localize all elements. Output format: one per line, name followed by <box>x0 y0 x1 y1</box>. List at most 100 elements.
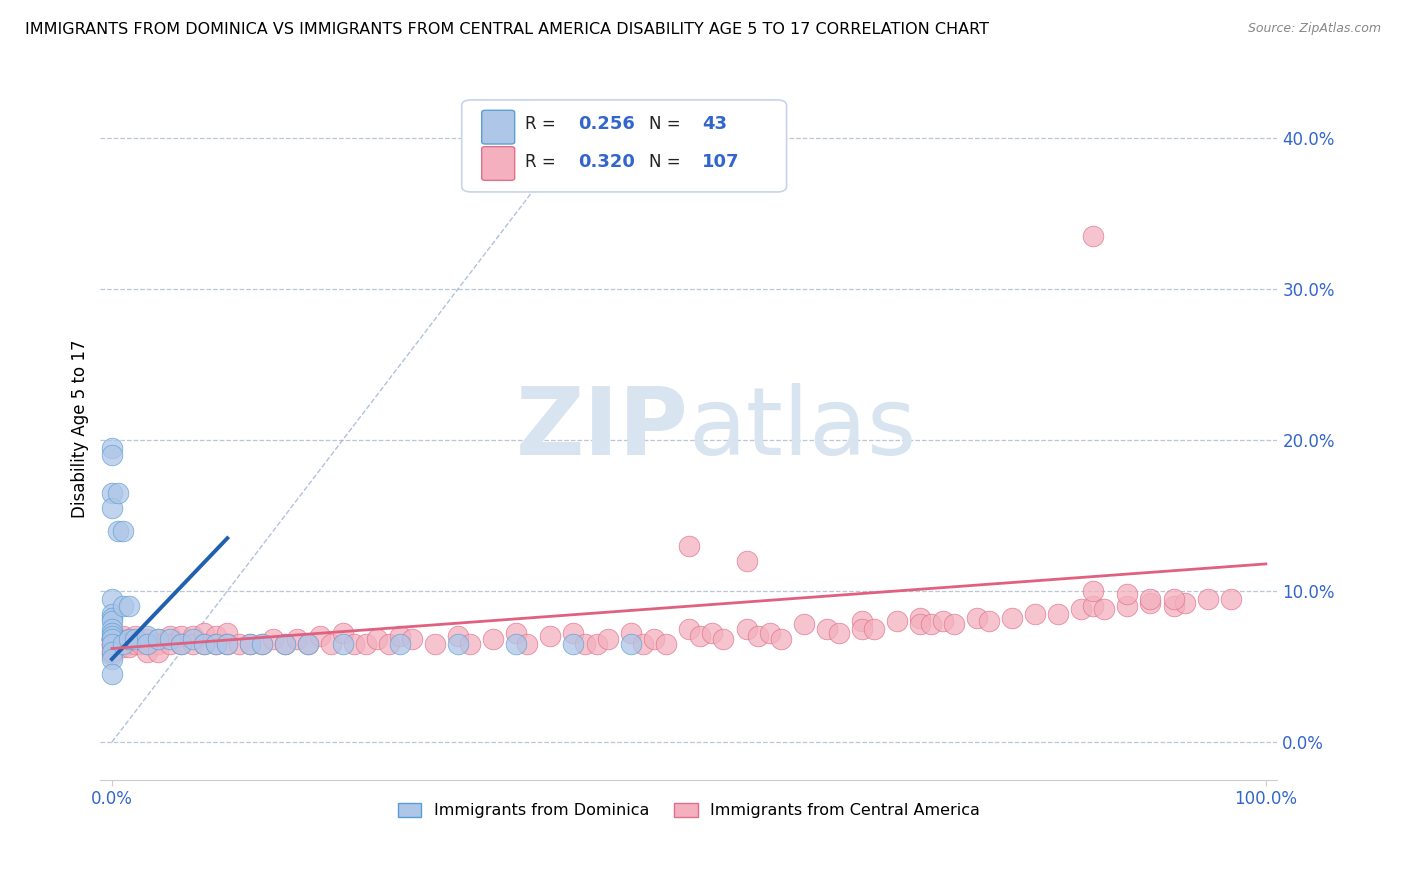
Text: 107: 107 <box>702 153 740 171</box>
Point <box>1116 599 1139 614</box>
Point <box>966 611 988 625</box>
Point <box>193 637 215 651</box>
Point <box>217 637 239 651</box>
Point <box>1081 229 1104 244</box>
Point <box>250 637 273 651</box>
Point <box>631 637 654 651</box>
Point <box>124 637 146 651</box>
Point <box>598 632 620 647</box>
Point <box>204 629 226 643</box>
Point <box>1001 611 1024 625</box>
Point <box>101 448 124 462</box>
Point <box>124 632 146 647</box>
Point <box>423 637 446 651</box>
FancyBboxPatch shape <box>461 100 786 192</box>
Legend: Immigrants from Dominica, Immigrants from Central America: Immigrants from Dominica, Immigrants fro… <box>391 797 987 825</box>
Point <box>1081 599 1104 614</box>
Point <box>101 607 124 621</box>
Point <box>112 640 135 654</box>
Point <box>481 632 503 647</box>
Point <box>217 626 239 640</box>
Text: atlas: atlas <box>689 383 917 475</box>
Point <box>135 632 157 647</box>
Point <box>378 637 401 651</box>
Point <box>308 629 330 643</box>
Point <box>562 626 585 640</box>
Point <box>101 644 124 658</box>
Point <box>118 632 141 647</box>
Point <box>713 632 735 647</box>
Point <box>620 637 643 651</box>
Point <box>101 622 124 636</box>
Point <box>538 629 561 643</box>
Point <box>101 632 124 647</box>
Point <box>101 615 124 629</box>
Point <box>977 615 1000 629</box>
Point <box>274 637 297 651</box>
Point <box>101 486 124 500</box>
Point <box>118 640 141 654</box>
Point <box>851 622 873 636</box>
Point <box>1163 599 1185 614</box>
Point <box>943 617 966 632</box>
Point <box>1163 591 1185 606</box>
Point <box>274 637 297 651</box>
Point <box>250 637 273 651</box>
Point <box>920 617 942 632</box>
Point <box>574 637 596 651</box>
Point <box>620 626 643 640</box>
Point <box>181 632 204 647</box>
Point <box>101 637 124 651</box>
Point <box>1070 602 1092 616</box>
Point <box>851 615 873 629</box>
Point <box>181 637 204 651</box>
Point <box>793 617 815 632</box>
Point <box>112 629 135 643</box>
Point <box>118 599 141 614</box>
Point <box>101 591 124 606</box>
Point <box>204 637 226 651</box>
Point <box>135 637 157 651</box>
Point <box>101 652 124 666</box>
Point <box>101 632 124 647</box>
Point <box>118 632 141 647</box>
Text: R =: R = <box>526 153 561 171</box>
Text: 0.256: 0.256 <box>578 115 636 133</box>
Point <box>1139 596 1161 610</box>
Point <box>107 632 129 647</box>
Point <box>159 637 181 651</box>
Text: R =: R = <box>526 115 561 133</box>
Point <box>447 637 470 651</box>
Point <box>101 637 124 651</box>
Point <box>193 637 215 651</box>
Point <box>101 632 124 647</box>
Point <box>146 644 169 658</box>
Point <box>735 554 758 568</box>
Text: ZIP: ZIP <box>516 383 689 475</box>
Point <box>643 632 665 647</box>
Point <box>170 637 193 651</box>
Point <box>815 622 838 636</box>
Point <box>758 626 780 640</box>
Point <box>159 632 181 647</box>
Point <box>1116 587 1139 601</box>
Point <box>689 629 711 643</box>
Point <box>101 667 124 681</box>
Point <box>447 629 470 643</box>
Text: IMMIGRANTS FROM DOMINICA VS IMMIGRANTS FROM CENTRAL AMERICA DISABILITY AGE 5 TO : IMMIGRANTS FROM DOMINICA VS IMMIGRANTS F… <box>25 22 990 37</box>
Point <box>585 637 607 651</box>
Point <box>181 629 204 643</box>
Point <box>932 615 955 629</box>
Point <box>112 637 135 651</box>
Point <box>107 637 129 651</box>
Point <box>101 501 124 516</box>
Point <box>193 626 215 640</box>
Point <box>204 637 226 651</box>
Point <box>239 637 262 651</box>
Point <box>217 637 239 651</box>
Text: 0.320: 0.320 <box>578 153 636 171</box>
Point <box>107 486 129 500</box>
Point <box>354 637 377 651</box>
Point <box>101 441 124 455</box>
Point <box>101 640 124 654</box>
